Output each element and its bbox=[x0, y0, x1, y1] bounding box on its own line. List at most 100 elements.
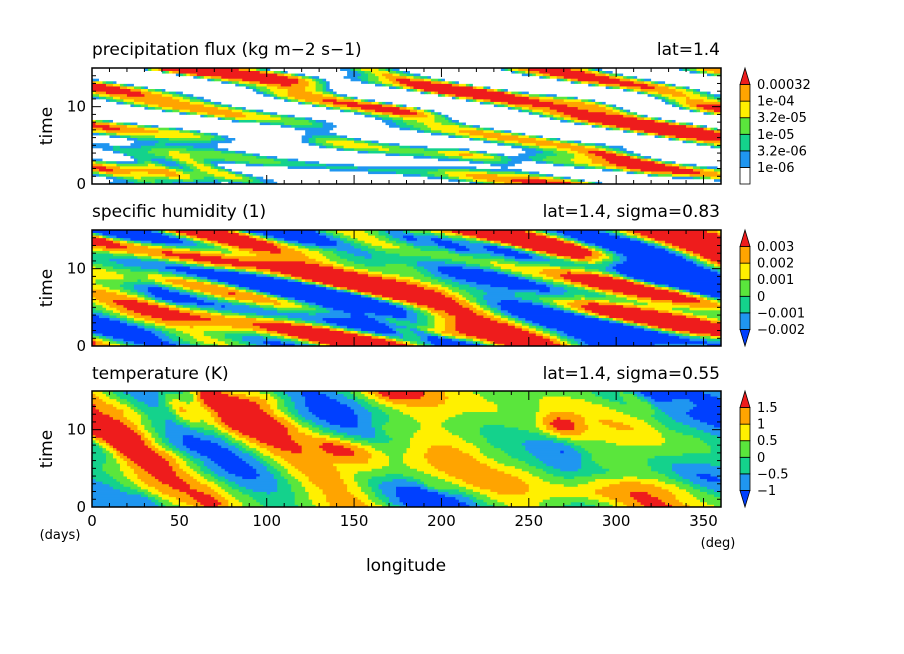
field-cell bbox=[396, 276, 414, 280]
field-cell bbox=[144, 424, 152, 428]
field-cell bbox=[92, 421, 124, 425]
field-cell bbox=[277, 330, 344, 334]
field-cell bbox=[98, 396, 110, 400]
field-cell bbox=[92, 294, 128, 298]
field-cell bbox=[563, 78, 568, 82]
field-cell bbox=[175, 160, 180, 164]
field-cell bbox=[284, 424, 296, 428]
field-cell bbox=[577, 450, 589, 454]
field-cell bbox=[514, 291, 537, 295]
field-cell bbox=[95, 434, 142, 438]
field-cell bbox=[521, 442, 565, 446]
field-cell bbox=[693, 401, 721, 405]
field-cell bbox=[448, 135, 456, 138]
field-cell bbox=[437, 333, 442, 337]
field-cell bbox=[430, 80, 442, 84]
field-cell bbox=[707, 501, 721, 505]
field-cell bbox=[368, 171, 397, 175]
field-cell bbox=[563, 504, 596, 507]
field-cell bbox=[242, 181, 264, 184]
field-cell bbox=[179, 307, 191, 311]
field-cell bbox=[137, 289, 149, 293]
field-cell bbox=[161, 439, 170, 443]
field-cell bbox=[556, 145, 586, 149]
field-cell bbox=[476, 297, 484, 300]
field-cell bbox=[696, 140, 704, 144]
field-cell bbox=[263, 504, 299, 507]
field-cell bbox=[133, 98, 180, 102]
field-cell bbox=[350, 242, 362, 246]
field-cell bbox=[102, 468, 121, 472]
field-cell bbox=[154, 437, 163, 441]
field-cell bbox=[389, 414, 411, 418]
field-cell bbox=[263, 315, 289, 319]
field-cell bbox=[133, 284, 159, 288]
field-cell bbox=[546, 75, 551, 79]
field-cell bbox=[623, 127, 631, 131]
field-cell bbox=[92, 304, 103, 308]
field-cell bbox=[483, 434, 547, 438]
field-cell bbox=[165, 322, 254, 326]
field-cell bbox=[200, 403, 208, 407]
field-cell bbox=[406, 325, 418, 329]
field-cell bbox=[126, 312, 142, 316]
field-cell bbox=[116, 452, 124, 456]
field-cell bbox=[154, 496, 163, 500]
field-cell bbox=[623, 109, 628, 113]
field-cell bbox=[340, 401, 358, 405]
field-cell bbox=[210, 458, 243, 461]
field-cell bbox=[200, 473, 212, 477]
field-cell bbox=[371, 294, 376, 298]
field-cell bbox=[109, 124, 128, 128]
field-cell bbox=[413, 416, 449, 420]
field-cell bbox=[535, 160, 547, 164]
field-cell bbox=[165, 419, 173, 423]
field-cell bbox=[616, 302, 635, 306]
field-cell bbox=[179, 158, 194, 162]
field-cell bbox=[92, 78, 100, 82]
field-cell bbox=[416, 429, 449, 433]
field-cell bbox=[469, 291, 488, 295]
field-cell bbox=[273, 70, 282, 74]
field-cell bbox=[133, 468, 145, 472]
field-cell bbox=[500, 309, 509, 313]
field-cell bbox=[259, 70, 268, 74]
field-cell bbox=[119, 150, 149, 154]
field-cell bbox=[112, 299, 138, 303]
field-cell bbox=[294, 340, 303, 344]
field-cell bbox=[126, 250, 163, 254]
field-cell bbox=[249, 176, 257, 180]
field-cell bbox=[347, 93, 439, 97]
field-cell bbox=[284, 273, 292, 277]
field-cell bbox=[112, 240, 121, 244]
field-cell bbox=[623, 320, 628, 324]
field-cell bbox=[92, 330, 152, 334]
field-cell bbox=[175, 73, 180, 77]
field-cell bbox=[392, 119, 404, 123]
field-cell bbox=[144, 442, 152, 446]
field-cell bbox=[693, 434, 718, 438]
field-cell bbox=[112, 486, 131, 490]
field-cell bbox=[637, 278, 642, 282]
field-cell bbox=[277, 414, 289, 418]
field-cell bbox=[364, 294, 369, 298]
field-cell bbox=[507, 91, 512, 95]
field-cell bbox=[581, 338, 690, 342]
field-cell bbox=[277, 468, 289, 472]
field-cell bbox=[448, 473, 512, 477]
field-cell bbox=[528, 429, 544, 433]
field-cell bbox=[308, 476, 341, 480]
field-cell bbox=[630, 153, 638, 157]
field-cell bbox=[266, 491, 271, 495]
field-cell bbox=[500, 158, 512, 162]
field-cell bbox=[665, 245, 669, 249]
field-cell bbox=[465, 486, 481, 490]
field-cell bbox=[217, 132, 306, 136]
field-cell bbox=[385, 335, 390, 339]
field-cell bbox=[151, 439, 156, 443]
field-cell bbox=[458, 447, 481, 451]
field-cell bbox=[619, 258, 628, 262]
field-cell bbox=[710, 145, 715, 149]
colorbar-label: 3.2e-05 bbox=[757, 111, 807, 126]
